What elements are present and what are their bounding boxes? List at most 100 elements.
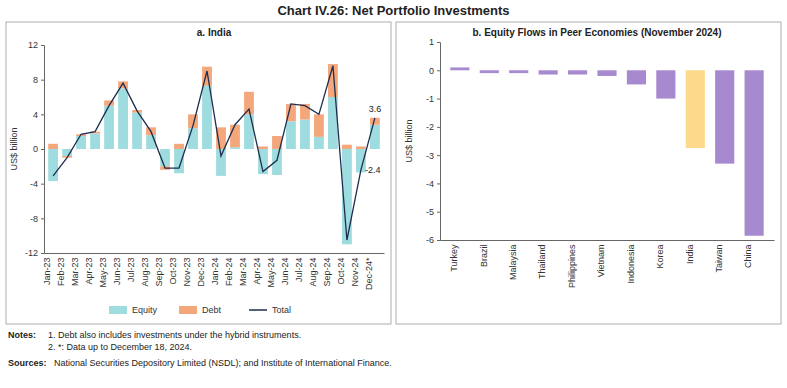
- subtitle: a. India: [197, 27, 232, 38]
- x-tick: Feb-24: [224, 253, 235, 286]
- x-tick-label: Taiwan: [714, 245, 724, 273]
- bar: [715, 70, 734, 163]
- data-label: 3.6: [369, 104, 382, 114]
- x-tick-label: Thailand: [537, 245, 547, 280]
- x-tick: Dec-23: [196, 253, 207, 287]
- bar: [539, 70, 558, 74]
- bar: [272, 149, 282, 175]
- x-tick-label: Brazil: [479, 245, 489, 268]
- bar: [342, 145, 352, 149]
- line: [53, 66, 375, 240]
- y-tick-mark: [437, 42, 440, 43]
- x-tick: May-24: [266, 253, 277, 288]
- y-tick: -2: [426, 122, 440, 132]
- x-tick-label: May-24: [266, 258, 276, 288]
- x-tick-label: Jun-24: [280, 258, 290, 286]
- bar: [568, 70, 587, 74]
- bar: [230, 125, 240, 148]
- bar: [597, 70, 616, 76]
- x-tick-label: May-23: [98, 258, 108, 288]
- y-axis-line: [41, 46, 45, 254]
- x-axis: Jan-23Feb-23Mar-23Apr-23May-23Jun-23Jul-…: [42, 253, 384, 290]
- y-axis: -12-8-404812: [25, 40, 45, 258]
- y-tick-mark: [437, 70, 440, 71]
- plot-area: [48, 64, 380, 244]
- x-tick-label: Korea: [655, 245, 665, 269]
- panel-frame: [6, 22, 391, 324]
- x-tick-label: Feb-23: [56, 258, 66, 287]
- x-tick: Apr-23: [84, 253, 95, 285]
- bar: [480, 70, 499, 73]
- x-tick-label: Dec-23: [196, 258, 206, 287]
- y-tick: -5: [426, 207, 440, 217]
- bar: [356, 146, 366, 149]
- x-tick: Aug-24: [308, 253, 319, 287]
- x-tick: Mar-24: [238, 253, 249, 286]
- x-tick: Nov-24: [350, 253, 361, 287]
- x-tick-label: Aug-23: [140, 258, 150, 287]
- notes: Notes:1. Debt also includes investments …: [8, 330, 392, 368]
- x-tick-label: Malaysia: [508, 245, 518, 281]
- x-tick: Thailand: [537, 240, 548, 279]
- x-tick-label: Philippines: [567, 244, 577, 288]
- y-tick-label: 0: [429, 66, 434, 76]
- x-tick: Philippines: [567, 240, 578, 288]
- bar: [314, 137, 324, 149]
- y-tick-label: -5: [426, 207, 434, 217]
- y-tick-label: -12: [25, 248, 38, 258]
- y-tick-mark: [41, 114, 44, 115]
- bar: [258, 146, 268, 149]
- y-axis-title: US$ billion: [404, 119, 414, 162]
- x-tick-label: Vietnam: [596, 245, 606, 278]
- y-tick-label: -2: [426, 122, 434, 132]
- bar: [244, 114, 254, 149]
- x-tick: Dec-24*: [364, 253, 375, 290]
- y-tick-mark: [41, 253, 44, 254]
- subtitle: b. Equity Flows in Peer Economies (Novem…: [473, 27, 722, 38]
- x-tick-label: Mar-24: [238, 258, 248, 287]
- x-tick: May-23: [98, 253, 109, 288]
- y-tick: 1: [429, 37, 440, 47]
- bar: [118, 88, 128, 149]
- y-tick-label: -4: [30, 179, 38, 189]
- x-tick-label: Sep-23: [154, 258, 164, 287]
- y-tick: -4: [426, 179, 440, 189]
- x-axis-line: [441, 240, 775, 241]
- x-tick-label: Nov-23: [182, 258, 192, 287]
- y-tick-mark: [41, 80, 44, 81]
- sources: National Securities Depository Limited (…: [54, 358, 392, 368]
- y-tick: -12: [25, 248, 44, 258]
- y-tick: 8: [33, 75, 44, 85]
- bar: [230, 147, 240, 149]
- x-tick-label: Jul-23: [126, 258, 136, 283]
- bar: [656, 70, 675, 98]
- bar: [450, 67, 469, 70]
- note: 2. *: Data up to December 18, 2024.: [48, 342, 192, 352]
- y-tick-label: -4: [426, 179, 434, 189]
- x-tick-label: Jun-23: [112, 258, 122, 286]
- x-tick-label: Jul-24: [294, 258, 304, 283]
- x-tick: Taiwan: [714, 240, 725, 273]
- bar: [174, 144, 184, 149]
- x-tick-label: Apr-23: [84, 258, 94, 285]
- legend: EquityDebtTotal: [109, 305, 291, 315]
- y-tick: 0: [429, 66, 440, 76]
- y-tick-label: 4: [33, 110, 38, 120]
- x-tick-label: Dec-24*: [364, 257, 374, 290]
- panel-frame: [396, 22, 781, 324]
- x-tick-label: Mar-23: [70, 258, 80, 287]
- x-tick: Nov-23: [182, 253, 193, 287]
- y-tick-mark: [437, 155, 440, 156]
- note: 1. Debt also includes investments under …: [48, 330, 301, 340]
- y-tick: 4: [33, 110, 44, 120]
- x-tick-label: China: [743, 245, 753, 269]
- legend-swatch: [179, 306, 197, 314]
- x-tick-label: Oct-24: [336, 258, 346, 285]
- x-tick: Jul-24: [294, 253, 305, 282]
- y-axis-title: US$ billion: [9, 127, 19, 170]
- y-tick-label: 0: [33, 144, 38, 154]
- y-tick: 12: [28, 40, 44, 50]
- y-tick: -6: [426, 235, 440, 245]
- x-tick: Brazil: [479, 240, 490, 267]
- bar: [132, 113, 142, 149]
